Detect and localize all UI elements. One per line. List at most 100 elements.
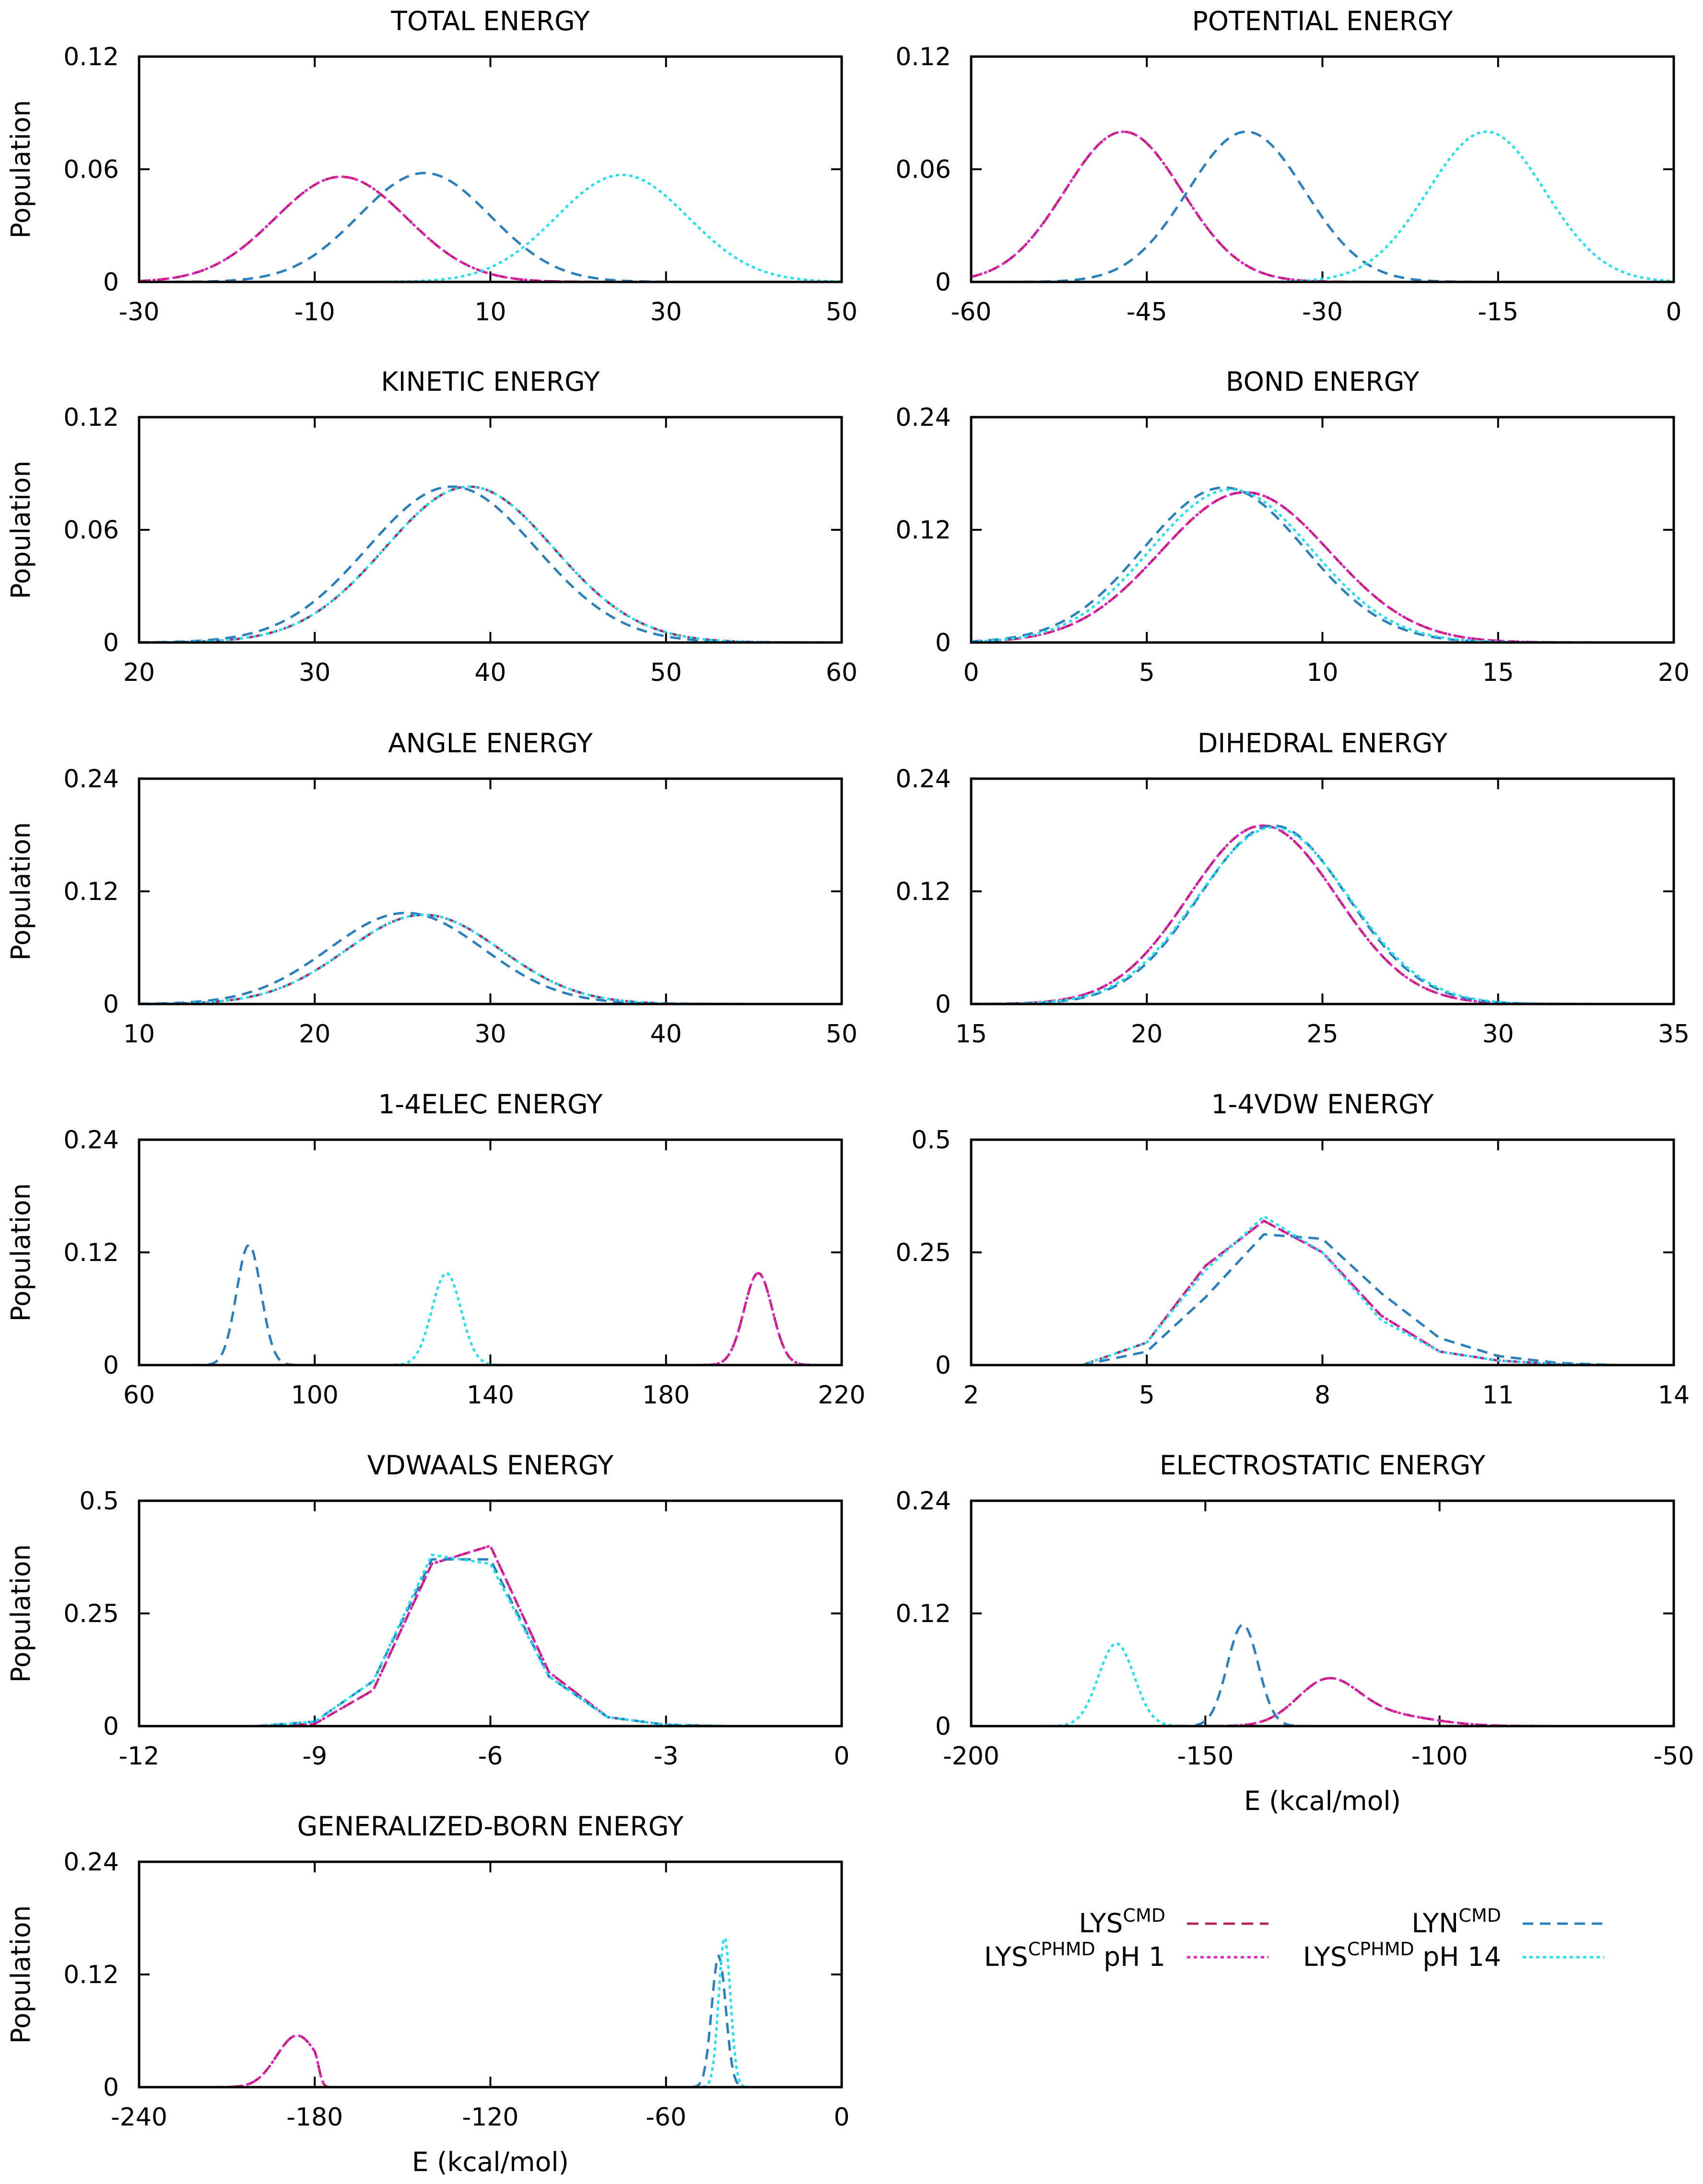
x-tick-label: -30 [119,298,160,327]
x-tick-label: -200 [943,1742,999,1771]
series-line-lys-cphmd-ph-1 [971,1677,1674,1726]
series-line-lys-cphmd-ph-1 [139,175,842,282]
series-line-lyn-cmd [139,1243,842,1365]
chart-title: VDWAALS ENERGY [367,1450,614,1481]
y-tick-label: 0.24 [63,765,119,794]
series-line-lys-cphmd-ph-14 [1082,1215,1615,1365]
y-tick-label: 0.06 [63,516,119,545]
series-line-lys-cphmd-ph-1 [139,485,842,642]
x-tick-label: -6 [478,1742,503,1771]
x-tick-label: 220 [818,1381,865,1410]
x-tick-label: 5 [1139,658,1155,687]
y-tick-label: 0 [103,629,119,657]
series-line-lyn-cmd [971,1623,1674,1726]
y-tick-label: 0.06 [895,155,951,184]
y-tick-label: 0 [103,990,119,1019]
series-line-lyn-cmd [256,1558,725,1726]
series-line-lys-cphmd-ph-1 [139,1272,842,1365]
y-tick-label: 0.24 [895,403,951,432]
x-tick-label: 14 [1658,1381,1690,1410]
legend-label: LYNCMD [1411,1905,1501,1939]
y-tick-label: 0.5 [911,1126,951,1155]
x-tick-label: -30 [1302,298,1343,327]
y-tick-label: 0.24 [895,1487,951,1516]
x-tick-label: 25 [1306,1020,1338,1049]
x-tick-label: 8 [1315,1381,1330,1410]
chart-panel-1-4elec-energy: 1-4ELEC ENERGY Population 60 100 140 180 220 0 0… [5,1089,866,1410]
chart-title: DIHEDRAL ENERGY [1198,728,1448,759]
plot-frame [970,55,1675,283]
y-tick-label: 0.24 [63,1126,119,1155]
y-axis-label: Population [5,822,36,961]
chart-title: ANGLE ENERGY [388,728,593,759]
series-line-lys-cphmd-ph-1 [139,913,842,1004]
x-tick-label: 140 [467,1381,514,1410]
series-line-lys-cphmd-ph-14 [139,174,842,282]
legend-name: LYN [1411,1908,1458,1939]
legend-superscript: CMD [1123,1905,1165,1926]
legend-item: LYSCMD [1079,1905,1268,1939]
x-tick-label: -3 [654,1742,679,1771]
y-tick-label: 0.25 [63,1600,119,1628]
x-tick-label: -10 [294,298,335,327]
y-axis-label: Population [5,1905,36,2044]
legend-item: LYNCMD [1411,1905,1604,1939]
legend-label: LYSCPHMD pH 1 [984,1939,1165,1972]
x-axis-label: E (kcal/mol) [412,2147,569,2177]
legend-label: LYSCMD [1079,1905,1165,1939]
series-line-lyn-cmd [971,130,1674,282]
plot-frame [138,55,843,283]
y-tick-label: 0.5 [79,1487,119,1516]
series-line-lys-cphmd-ph-1 [256,1544,725,1726]
chart-panel-potential-energy: POTENTIAL ENERGY -60 -45 -30 -15 0 0 0.06 0.12 [895,6,1681,327]
x-axis-label: E (kcal/mol) [1244,1786,1401,1816]
plot-frame [138,1499,843,1728]
y-axis-label: Population [5,1544,36,1683]
series-line-lys-cphmd-ph-14 [256,1553,725,1726]
x-tick-label: 60 [123,1381,155,1410]
x-tick-label: -100 [1411,1742,1468,1771]
x-tick-label: 50 [826,298,857,327]
y-tick-label: 0.12 [63,403,119,432]
series-line-lys-cphmd-ph-14 [139,1272,842,1365]
series-line-lys-cmd [139,2034,842,2087]
chart-panel-total-energy: TOTAL ENERGY Population -30 -10 10 30 50 0 0.06 0… [5,6,857,327]
series-line-lys-cphmd-ph-14 [139,485,842,642]
series-line-lyn-cmd [139,172,842,282]
chart-title: 1-4VDW ENERGY [1211,1089,1433,1120]
plot-frame [970,1138,1675,1366]
series-line-lys-cphmd-ph-14 [971,488,1674,642]
y-tick-label: 0 [935,629,951,657]
x-tick-label: 40 [474,658,506,687]
x-tick-label: 20 [1658,658,1690,687]
x-tick-label: -9 [302,1742,327,1771]
x-tick-label: 180 [642,1381,690,1410]
chart-panel-dihedral-energy: DIHEDRAL ENERGY 15 20 25 30 35 0 0.12 0.24 [895,728,1690,1049]
x-tick-label: 20 [123,658,155,687]
y-tick-label: 0.25 [895,1238,951,1267]
legend-suffix: pH 1 [1095,1941,1165,1972]
x-tick-label: 10 [1306,658,1338,687]
series-line-lys-cmd [971,130,1674,282]
plot-frame [138,1860,843,2089]
series-line-lys-cphmd-ph-14 [139,1937,842,2087]
x-tick-label: 20 [1131,1020,1163,1049]
legend-item: LYSCPHMD pH 14 [1303,1939,1604,1972]
chart-panel-bond-energy: BOND ENERGY 0 5 10 15 20 0 0.12 0.24 [895,366,1690,687]
series-line-lyn-cmd [1082,1233,1615,1365]
plot-frame [138,416,843,644]
x-tick-label: 60 [826,658,857,687]
chart-title: KINETIC ENERGY [381,366,600,397]
series-line-lyn-cmd [139,485,842,642]
series-line-lys-cmd [971,491,1674,642]
legend-suffix: pH 14 [1414,1941,1501,1972]
series-line-lys-cmd [256,1544,725,1726]
series-line-lyn-cmd [971,824,1674,1004]
x-tick-label: 0 [834,1742,849,1771]
x-tick-label: 2 [963,1381,979,1410]
x-tick-label: 15 [1482,658,1514,687]
legend-label: LYSCPHMD pH 14 [1303,1939,1501,1972]
